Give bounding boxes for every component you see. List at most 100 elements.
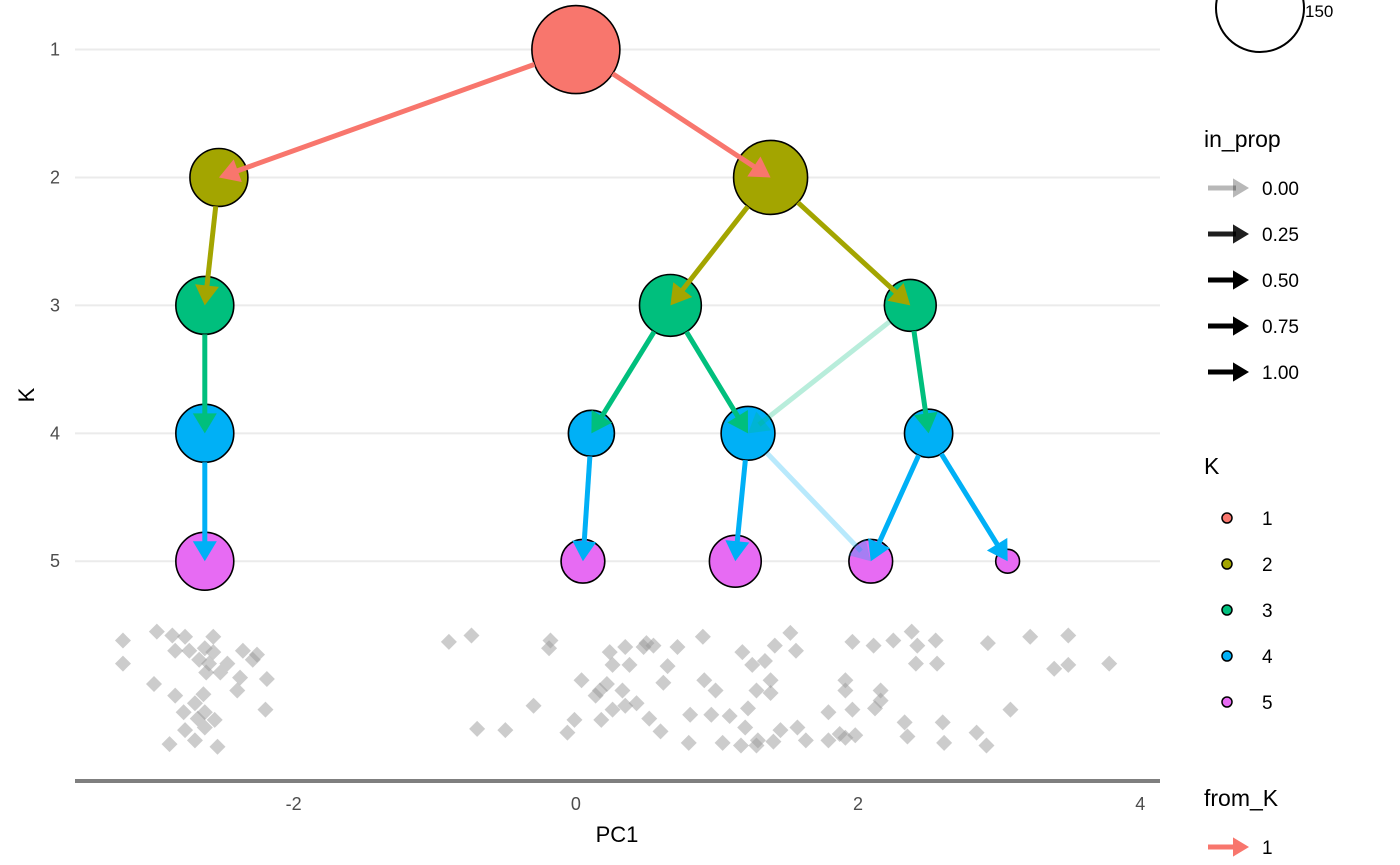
sample-point xyxy=(212,664,229,681)
edge-3_3-4_4 xyxy=(911,330,930,420)
sample-point xyxy=(762,672,779,689)
sample-point xyxy=(177,628,194,645)
sample-point xyxy=(927,632,944,649)
edge-arrowhead xyxy=(195,284,219,306)
sample-point xyxy=(682,706,699,723)
sample-point xyxy=(257,701,274,718)
sample-point xyxy=(525,697,542,714)
edge-1_1-2_1 xyxy=(231,62,536,176)
edge-4_3-5_4 xyxy=(764,450,863,553)
sample-point xyxy=(167,687,184,704)
sample-point xyxy=(714,734,731,751)
sample-point xyxy=(844,701,861,718)
edge-3_2-4_2 xyxy=(596,330,657,423)
edge-2_2-3_2 xyxy=(677,205,750,296)
arrowhead-icon xyxy=(1233,316,1249,336)
node-1_1 xyxy=(531,4,621,95)
in-prop-legend-item: 0.75 xyxy=(1208,316,1299,338)
sample-point xyxy=(837,672,854,689)
sample-point xyxy=(1060,656,1077,673)
edge-2_2-3_3 xyxy=(796,200,902,298)
sample-point xyxy=(114,655,131,672)
sample-point xyxy=(463,627,480,644)
sample-point xyxy=(195,686,212,703)
y-tick-label: 1 xyxy=(50,40,60,60)
arrowhead-icon xyxy=(1233,178,1249,198)
y-tick-label: 5 xyxy=(50,551,60,571)
k-legend-item: 2 xyxy=(1221,555,1273,576)
edge-4_2-5_2 xyxy=(581,456,593,548)
sample-point xyxy=(968,724,985,741)
sample-point xyxy=(206,711,223,728)
edge-arrowhead xyxy=(887,283,911,306)
y-tick-label: 2 xyxy=(50,167,60,187)
sample-point xyxy=(797,732,814,749)
edge-arrowheads xyxy=(192,62,1008,562)
in-prop-legend-item: 1.00 xyxy=(1208,362,1299,384)
x-tick-label: -2 xyxy=(286,794,302,814)
x-axis-title: PC1 xyxy=(596,822,639,847)
sample-point xyxy=(186,732,203,749)
sample-point xyxy=(696,672,713,689)
arrowhead-icon xyxy=(1233,362,1249,382)
arrowhead-icon xyxy=(1233,270,1249,290)
edge-arrowhead xyxy=(747,156,771,178)
sample-point xyxy=(655,674,672,691)
k-legend-title: K xyxy=(1204,453,1220,479)
edge-arrowhead xyxy=(913,411,938,434)
y-tick-label: 3 xyxy=(50,295,60,315)
sample-point xyxy=(617,638,634,655)
sample-point xyxy=(497,722,514,739)
sample-point xyxy=(789,719,806,736)
sample-point xyxy=(566,711,583,728)
sample-point xyxy=(219,655,236,672)
sample-point xyxy=(721,708,738,725)
in-prop-legend-title: in_prop xyxy=(1204,126,1281,152)
edge-4_3-5_3 xyxy=(734,459,748,548)
k-legend-key xyxy=(1221,512,1233,524)
sample-point xyxy=(614,682,631,699)
y-tick-labels: 1 2 3 4 5 xyxy=(50,40,60,572)
edge-arrowhead xyxy=(725,540,750,562)
x-tick-labels: -2 0 2 4 xyxy=(286,794,1146,814)
k-legend-label: 2 xyxy=(1262,555,1273,576)
sample-point xyxy=(146,676,163,693)
x-tick-label: 0 xyxy=(571,794,581,814)
size-legend-label: 150 xyxy=(1305,2,1333,21)
sample-point xyxy=(756,653,773,670)
sample-point xyxy=(232,669,249,686)
edge-arrowhead xyxy=(591,409,613,434)
sample-point xyxy=(865,637,882,654)
sample-point xyxy=(601,644,618,661)
k-legend-label: 4 xyxy=(1262,647,1273,668)
sample-point xyxy=(205,628,222,645)
sample-point xyxy=(737,719,754,736)
sample-point xyxy=(1046,660,1063,677)
sample-point xyxy=(1022,628,1039,645)
sample-point xyxy=(148,623,165,640)
sample-point xyxy=(787,642,804,659)
k-legend-key xyxy=(1221,558,1233,570)
edge-4_4-5_4 xyxy=(874,454,921,550)
k-legend-label: 1 xyxy=(1262,509,1273,530)
edge-4_4-5_5 xyxy=(939,452,1003,551)
sample-point xyxy=(885,632,902,649)
sample-point xyxy=(749,732,766,749)
k-legend-item: 1 xyxy=(1221,509,1273,530)
sample-point xyxy=(844,633,861,650)
k-legend-item: 5 xyxy=(1221,693,1273,714)
arrowhead-icon xyxy=(1233,224,1249,244)
in-prop-legend-label: 0.75 xyxy=(1262,317,1299,338)
sample-point xyxy=(820,704,837,721)
k-legend-key xyxy=(1221,604,1233,616)
sample-point xyxy=(189,710,206,727)
k-legend-item: 4 xyxy=(1221,647,1273,668)
sample-point xyxy=(1002,701,1019,718)
sample-point xyxy=(186,695,203,712)
sample-point xyxy=(934,714,951,731)
edge-arrowhead xyxy=(192,413,217,434)
node-3_2 xyxy=(638,273,703,338)
edge-3_3-4_3 xyxy=(757,319,892,427)
sample-point xyxy=(209,738,226,755)
